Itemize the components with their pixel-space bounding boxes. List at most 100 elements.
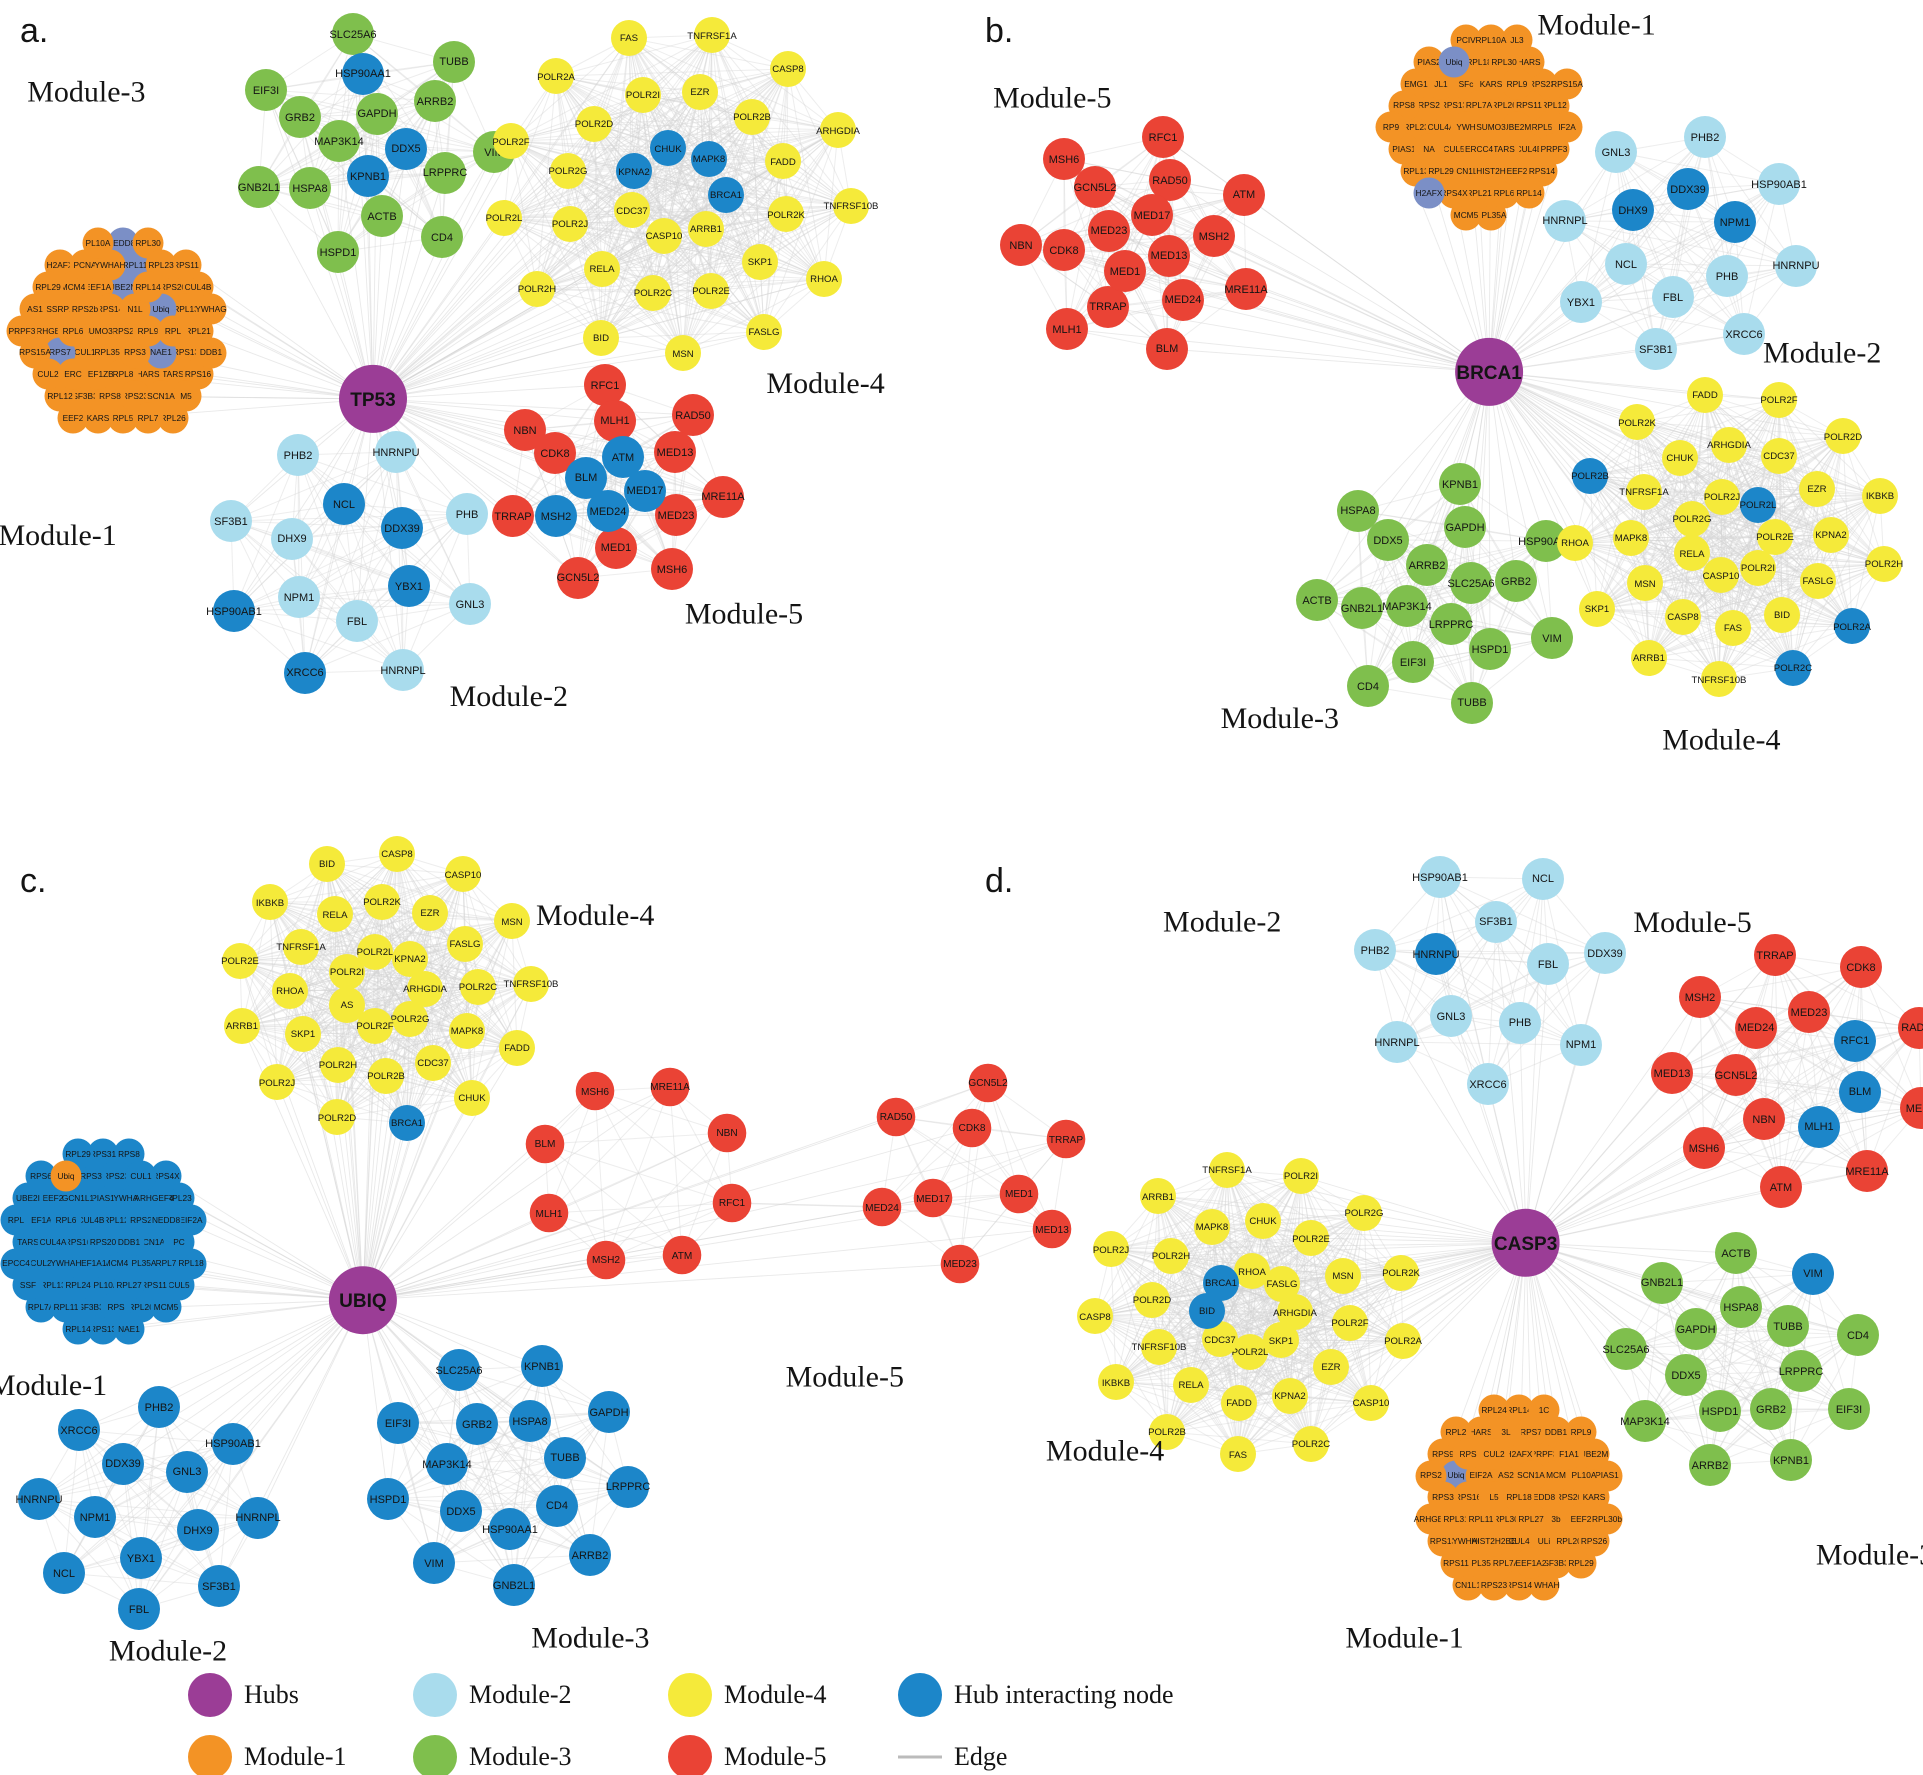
svg-text:SLC25A6: SLC25A6	[435, 1365, 482, 1377]
svg-text:RPS13: RPS13	[1441, 100, 1468, 110]
svg-text:POLR2L: POLR2L	[1740, 500, 1777, 511]
svg-text:HSPA8: HSPA8	[512, 1416, 547, 1428]
svg-text:MCM4: MCM4	[61, 282, 86, 292]
svg-text:RPL27: RPL27	[1518, 1514, 1544, 1524]
svg-text:MED23: MED23	[658, 510, 695, 522]
svg-text:RPS8: RPS8	[1393, 100, 1415, 110]
svg-text:RHOA: RHOA	[1561, 538, 1589, 549]
svg-text:CUL4B: CUL4B	[185, 282, 212, 292]
svg-text:BID: BID	[1774, 610, 1790, 621]
svg-text:TRRAP: TRRAP	[1756, 950, 1793, 962]
svg-text:Ubiq: Ubiq	[152, 304, 169, 314]
svg-text:POLR2E: POLR2E	[1756, 532, 1794, 543]
svg-text:CDC37: CDC37	[1763, 451, 1794, 462]
svg-text:PHB2: PHB2	[1691, 132, 1720, 144]
svg-text:PCNA: PCNA	[73, 260, 97, 270]
svg-text:RP9: RP9	[1383, 122, 1400, 132]
svg-text:YWHAH: YWHAH	[95, 260, 126, 270]
svg-text:MSH2: MSH2	[541, 511, 572, 523]
svg-text:ARHGDIA: ARHGDIA	[816, 126, 860, 137]
svg-text:HSPD1: HSPD1	[320, 247, 357, 259]
svg-text:TRRAP: TRRAP	[1089, 301, 1126, 313]
svg-text:TNFRSF10B: TNFRSF10B	[504, 979, 559, 990]
svg-text:NBN: NBN	[513, 425, 536, 437]
svg-text:IKBKB: IKBKB	[1866, 491, 1894, 502]
svg-text:KARS: KARS	[1583, 1492, 1606, 1502]
svg-text:RPL24: RPL24	[1481, 1405, 1507, 1415]
svg-text:MED17: MED17	[627, 485, 664, 497]
svg-text:HNRNPL: HNRNPL	[1374, 1037, 1419, 1049]
svg-text:UBE2I: UBE2I	[16, 1193, 40, 1203]
svg-text:PRPF3: PRPF3	[1541, 144, 1568, 154]
svg-text:ERCC4: ERCC4	[1465, 144, 1494, 154]
svg-text:RAD50: RAD50	[675, 410, 710, 422]
svg-text:RPS23: RPS23	[1481, 1580, 1508, 1590]
svg-text:EEF1A2: EEF1A2	[1516, 1558, 1547, 1568]
svg-text:LRPPRC: LRPPRC	[606, 1481, 651, 1493]
svg-text:PL10A: PL10A	[86, 238, 111, 248]
svg-text:RPL27: RPL27	[116, 1280, 142, 1290]
svg-text:RPS: RPS	[107, 1302, 125, 1312]
svg-text:F1A1: F1A1	[1559, 1449, 1579, 1459]
svg-text:RPS15A: RPS15A	[19, 347, 51, 357]
svg-text:SF3B1: SF3B1	[1479, 916, 1513, 928]
svg-text:HSP90AB1: HSP90AB1	[206, 606, 262, 618]
svg-text:RAD50: RAD50	[1901, 1022, 1923, 1034]
svg-text:MSH2: MSH2	[1199, 231, 1230, 243]
svg-text:RPL21: RPL21	[1466, 188, 1492, 198]
svg-text:TUBB: TUBB	[1457, 697, 1486, 709]
svg-text:CUL4B: CUL4B	[78, 1215, 105, 1225]
svg-text:MED1: MED1	[1906, 1103, 1923, 1115]
svg-text:CD4: CD4	[546, 1500, 568, 1512]
svg-text:PIAS1: PIAS1	[1595, 1470, 1619, 1480]
svg-text:MED17: MED17	[916, 1194, 950, 1205]
svg-text:MCM5: MCM5	[1454, 210, 1479, 220]
svg-text:KPNA2: KPNA2	[618, 167, 649, 178]
svg-text:POLR2H: POLR2H	[518, 284, 556, 295]
svg-text:DDB1: DDB1	[1545, 1427, 1568, 1437]
svg-text:Module-5: Module-5	[685, 597, 803, 630]
svg-text:MED24: MED24	[590, 506, 627, 518]
svg-text:FBL: FBL	[1538, 959, 1558, 971]
svg-text:EZR: EZR	[1321, 1362, 1340, 1373]
svg-text:FADD: FADD	[1226, 1398, 1252, 1409]
svg-text:Module-5: Module-5	[993, 81, 1111, 114]
svg-text:RPL7: RPL7	[156, 1258, 177, 1268]
svg-text:MCM: MCM	[1546, 1470, 1566, 1480]
svg-text:NBN: NBN	[716, 1128, 737, 1139]
svg-text:Edge: Edge	[954, 1742, 1007, 1771]
svg-text:PRPF3: PRPF3	[9, 326, 36, 336]
svg-text:RPL29: RPL29	[35, 282, 61, 292]
svg-text:HSPA8: HSPA8	[292, 183, 327, 195]
svg-text:ARRB2: ARRB2	[417, 96, 454, 108]
svg-text:RPL: RPL	[165, 326, 182, 336]
svg-text:JL1: JL1	[1434, 79, 1448, 89]
svg-text:POLR2G: POLR2G	[549, 166, 588, 177]
svg-text:TP53: TP53	[350, 390, 395, 411]
svg-text:TNFRSF1A: TNFRSF1A	[1202, 1165, 1252, 1176]
svg-text:BLM: BLM	[1849, 1086, 1872, 1098]
svg-text:MSH6: MSH6	[581, 1087, 609, 1098]
svg-text:CUL1: CUL1	[130, 1171, 152, 1181]
svg-text:TUBB: TUBB	[1773, 1321, 1802, 1333]
svg-text:NPM1: NPM1	[1720, 217, 1751, 229]
svg-text:FBL: FBL	[129, 1604, 149, 1616]
svg-text:TRRAP: TRRAP	[494, 511, 531, 523]
svg-text:Module-4: Module-4	[1046, 1434, 1164, 1467]
svg-text:FBL: FBL	[347, 616, 367, 628]
svg-text:RPL21: RPL21	[185, 326, 211, 336]
svg-text:RPL10A: RPL10A	[1476, 35, 1507, 45]
svg-text:MRE11A: MRE11A	[650, 1082, 690, 1093]
svg-text:TNFRSF10B: TNFRSF10B	[1132, 1342, 1187, 1353]
svg-text:ACTB: ACTB	[1721, 1248, 1750, 1260]
svg-text:DDX39: DDX39	[105, 1458, 140, 1470]
svg-text:RPS8: RPS8	[118, 1149, 140, 1159]
svg-text:RPS11: RPS11	[1516, 100, 1542, 110]
svg-text:IKBKB: IKBKB	[1102, 1378, 1130, 1389]
svg-text:MED24: MED24	[1165, 294, 1202, 306]
svg-text:ARRB1: ARRB1	[1142, 1192, 1174, 1203]
svg-text:SKP1: SKP1	[1269, 1336, 1294, 1347]
svg-text:GAPDH: GAPDH	[1445, 522, 1484, 534]
svg-text:POLR2B: POLR2B	[1571, 471, 1609, 482]
svg-text:DDX39: DDX39	[1670, 184, 1705, 196]
